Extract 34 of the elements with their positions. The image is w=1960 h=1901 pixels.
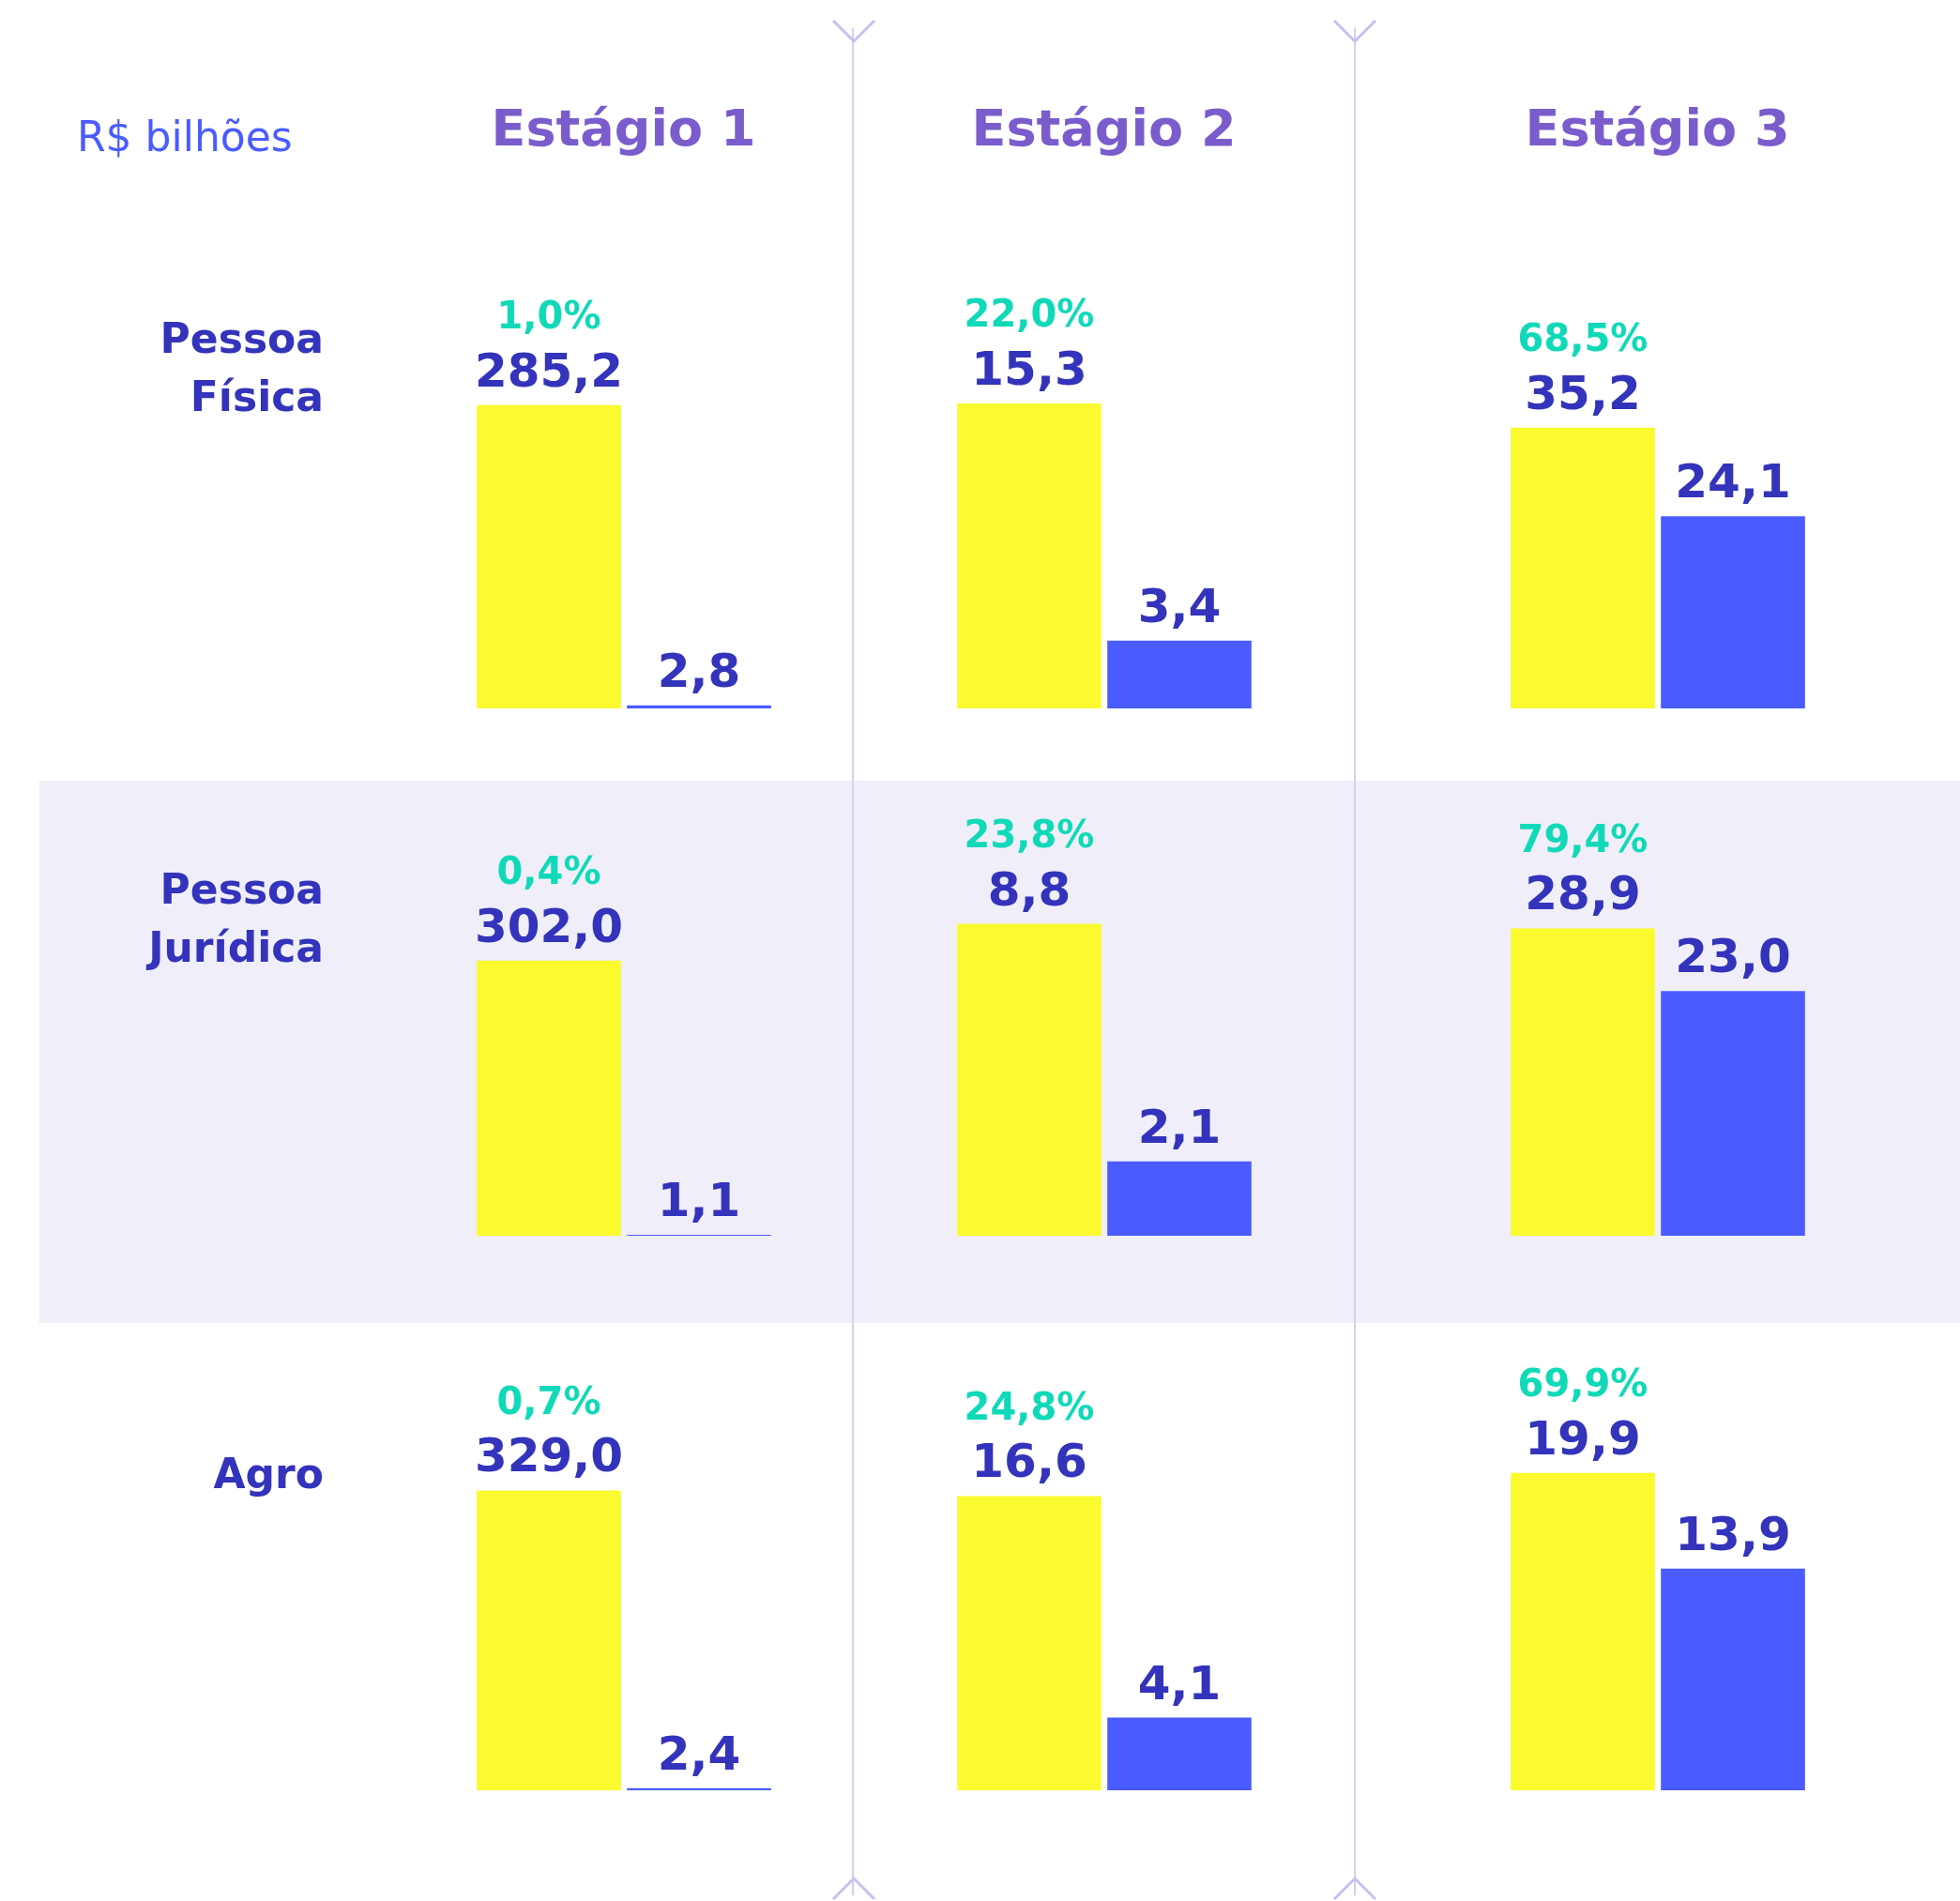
text: 24,8% — [964, 1384, 1094, 1428]
data-label: 4,1 — [1137, 1655, 1221, 1711]
data-label: 1,1 — [657, 1172, 740, 1227]
data-label: 8,8 — [987, 861, 1071, 917]
data-label: 329,0 — [474, 1428, 623, 1483]
data-label: 2,8 — [657, 643, 740, 698]
data-label: 2,4 — [657, 1726, 740, 1781]
text: 23,8% — [964, 812, 1094, 856]
data-label: 35,2 — [1524, 365, 1641, 420]
data-label: 3,4 — [1137, 578, 1221, 633]
chart-title: Estágio 3 — [1524, 99, 1791, 158]
chart-title: Estágio 1 — [490, 99, 757, 158]
text: 1,0% — [496, 294, 600, 338]
text: 0,7% — [496, 1378, 600, 1422]
data-label: 13,9 — [1674, 1506, 1791, 1561]
data-label: 15,3 — [970, 341, 1087, 396]
text: 68,5% — [1517, 316, 1648, 360]
data-label: 16,6 — [970, 1434, 1087, 1489]
data-label: 19,9 — [1524, 1410, 1641, 1466]
data-label: 302,0 — [474, 898, 623, 953]
data-label: 285,2 — [474, 342, 623, 398]
text: 79,4% — [1517, 816, 1648, 860]
text: 69,9% — [1517, 1361, 1648, 1406]
text: 22,0% — [964, 292, 1094, 336]
chart-title: Estágio 2 — [970, 99, 1238, 158]
chart-subtitle: R$ bilhões — [77, 113, 293, 160]
data-label: 23,0 — [1674, 929, 1791, 984]
y-axis-title: Pessoa Física — [159, 313, 324, 422]
data-label: 28,9 — [1524, 866, 1641, 921]
data-label: 24,1 — [1674, 454, 1791, 509]
y-axis-title: Pessoa Jurídica — [144, 864, 324, 973]
text: 0,4% — [496, 849, 600, 893]
y-axis-title: Agro — [212, 1449, 324, 1499]
data-label: 2,1 — [1137, 1099, 1221, 1154]
